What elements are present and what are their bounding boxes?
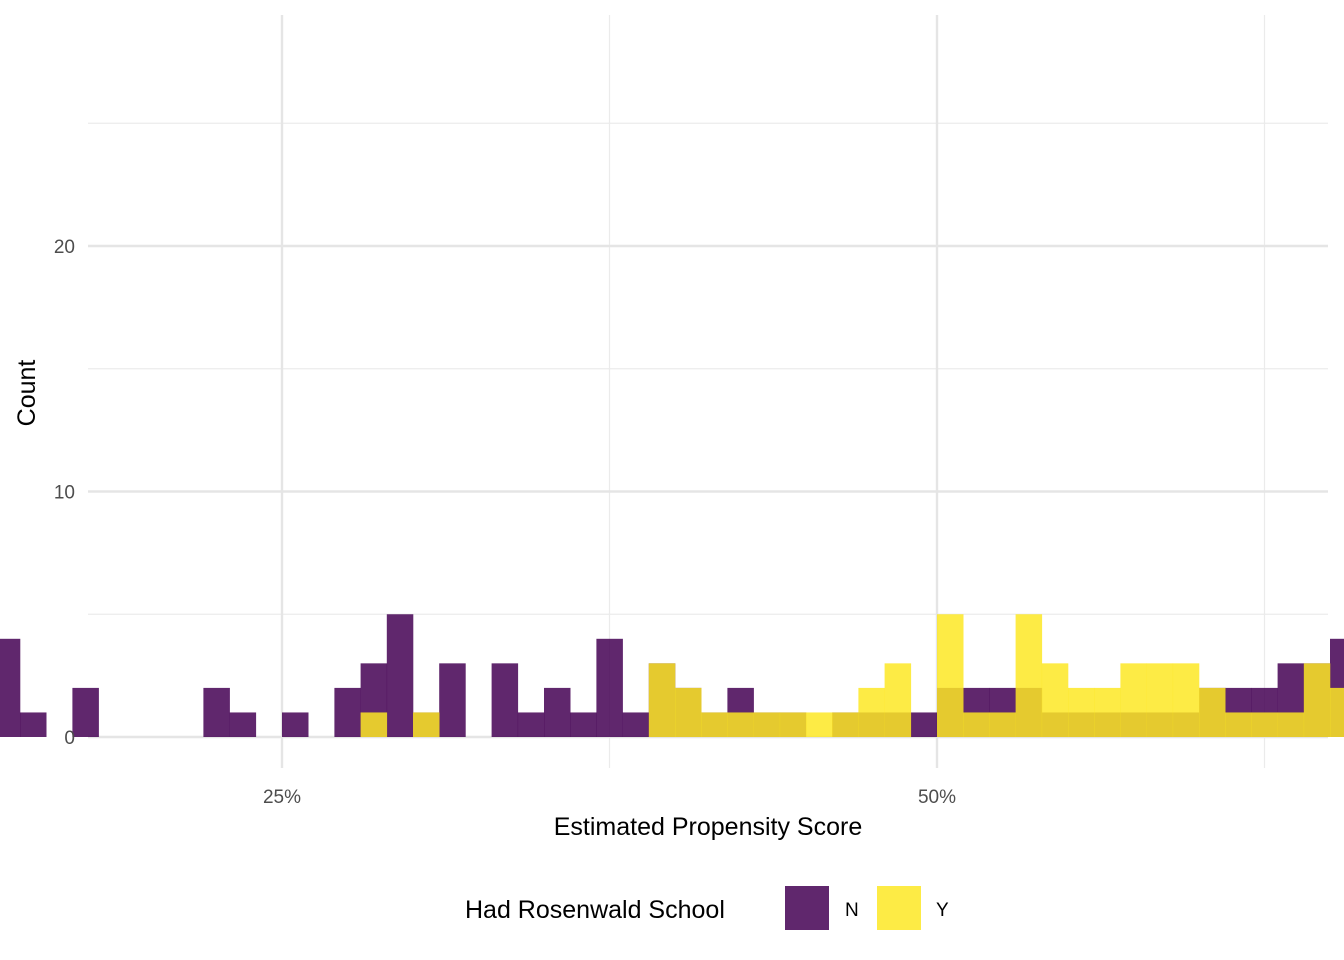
legend: Had Rosenwald School N Y xyxy=(465,886,949,930)
bar-y xyxy=(413,712,440,737)
x-axis-title: Estimated Propensity Score xyxy=(554,813,862,841)
x-axis-tick-labels: 25%50%75%100% xyxy=(263,787,956,808)
bar-n xyxy=(72,687,99,737)
y-tick-label: 20 xyxy=(54,237,75,258)
legend-label-y: Y xyxy=(936,900,949,921)
bar-y xyxy=(648,663,676,737)
histogram-bars xyxy=(0,614,1344,737)
bar-y xyxy=(884,663,912,737)
bar-y xyxy=(858,687,885,737)
bar-n xyxy=(596,638,623,737)
legend-swatch-n xyxy=(785,886,829,930)
bar-y xyxy=(753,712,781,737)
bar-y xyxy=(1251,712,1278,737)
bar-n xyxy=(544,687,571,737)
bar-y xyxy=(1120,663,1147,737)
legend-label-n: N xyxy=(845,900,859,921)
bar-y xyxy=(1094,687,1121,737)
bar-y xyxy=(989,712,1016,737)
bar-n xyxy=(910,712,938,737)
bar-y xyxy=(1330,687,1344,737)
y-axis-title: Count xyxy=(13,360,41,427)
series-y xyxy=(360,614,1344,737)
bar-n xyxy=(229,712,257,737)
bar-n xyxy=(203,687,230,737)
bar-y xyxy=(675,687,702,737)
x-tick-label: 50% xyxy=(918,787,956,808)
bar-y xyxy=(1015,614,1043,737)
bar-y xyxy=(727,712,754,737)
bar-y xyxy=(1068,687,1095,737)
bar-y xyxy=(701,712,728,737)
legend-swatch-y xyxy=(877,886,921,930)
bar-n xyxy=(439,663,466,737)
bar-y xyxy=(779,712,807,737)
bar-n xyxy=(622,712,650,737)
y-tick-label: 0 xyxy=(64,728,75,749)
y-axis-tick-labels: 0 10 20 xyxy=(54,237,75,749)
bar-n xyxy=(334,687,361,737)
bar-n xyxy=(20,712,47,737)
bar-y xyxy=(1172,663,1200,737)
bar-y xyxy=(1277,712,1305,737)
x-tick-label: 25% xyxy=(263,787,301,808)
bar-n xyxy=(517,712,545,737)
bar-n xyxy=(282,712,309,737)
bar-y xyxy=(360,712,388,737)
bar-y xyxy=(1146,663,1174,737)
legend-title: Had Rosenwald School xyxy=(465,896,725,924)
bar-n xyxy=(491,663,519,737)
bar-y xyxy=(832,712,859,737)
bar-y xyxy=(806,712,833,737)
bar-y xyxy=(937,614,964,737)
bar-n xyxy=(0,638,21,737)
bar-n xyxy=(386,614,414,737)
y-tick-label: 10 xyxy=(54,483,75,504)
bar-y xyxy=(1041,663,1069,737)
grid-lines xyxy=(88,15,1328,768)
bar-y xyxy=(963,712,990,737)
bar-y xyxy=(1225,712,1252,737)
bar-y xyxy=(1199,687,1226,737)
bar-y xyxy=(1303,663,1331,737)
bar-n xyxy=(570,712,597,737)
